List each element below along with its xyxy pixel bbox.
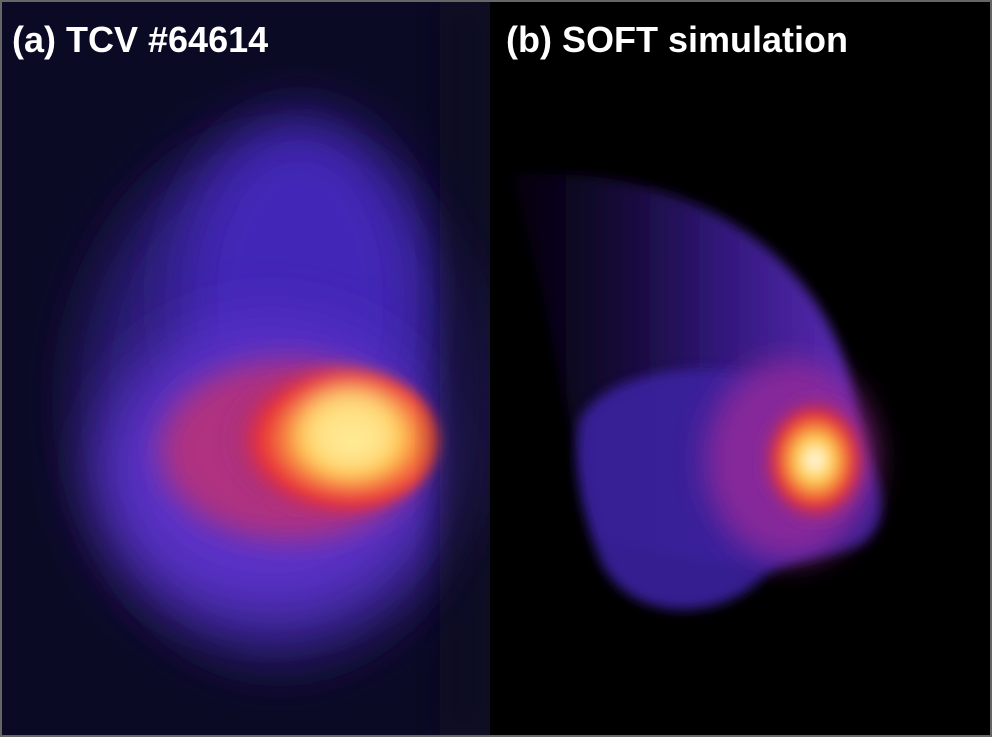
panel-label: (b) SOFT simulation (506, 19, 848, 60)
panel-a (2, 2, 490, 735)
panel-b (490, 2, 990, 735)
panel-label: (a) TCV #64614 (12, 19, 268, 60)
